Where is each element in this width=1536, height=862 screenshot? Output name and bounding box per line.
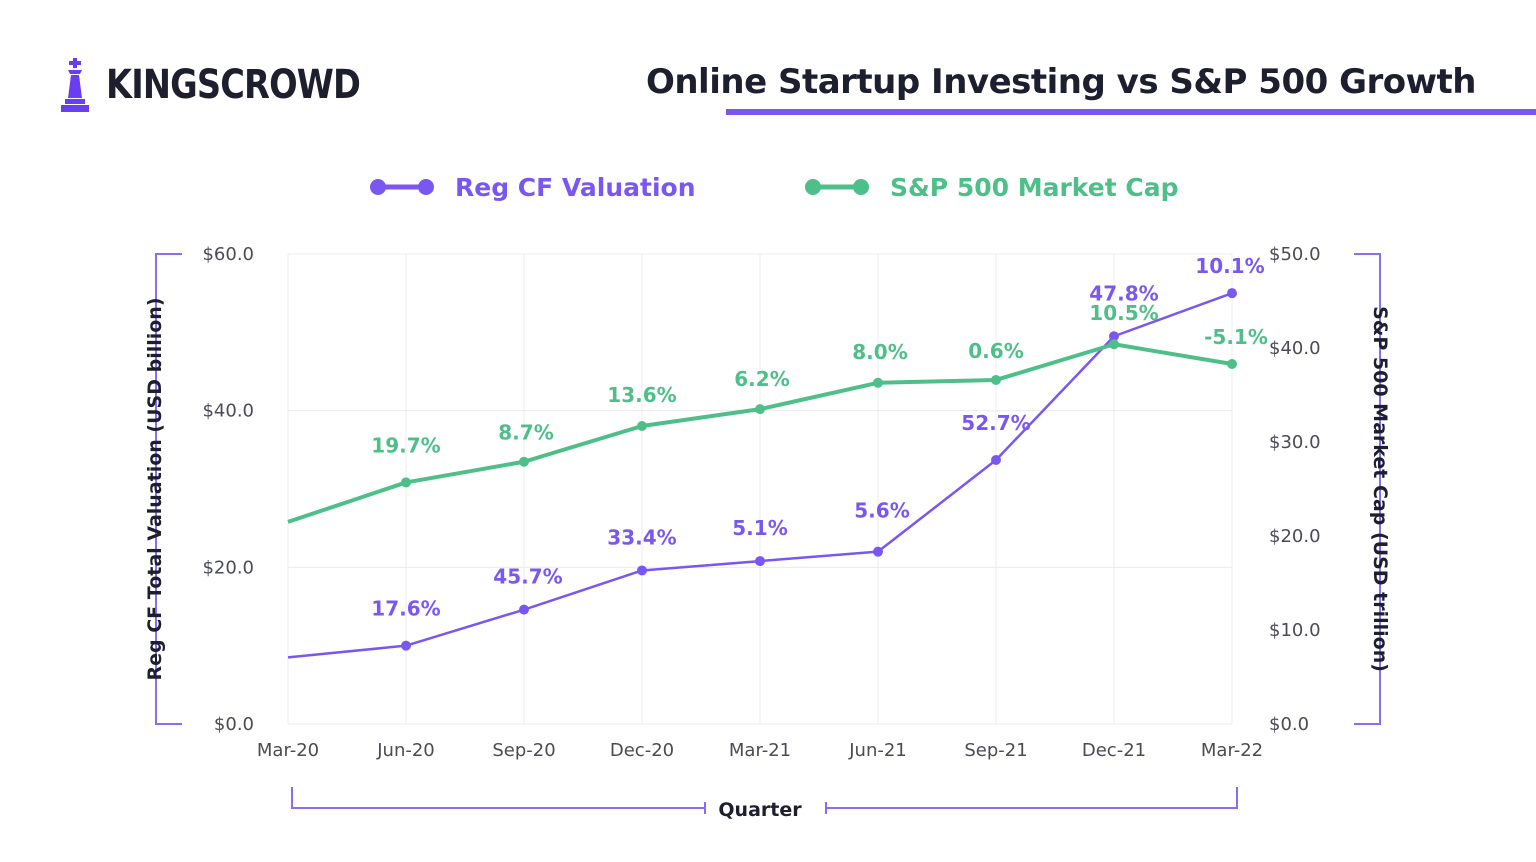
data-label: -5.1% <box>1204 325 1268 349</box>
title-underline <box>726 109 1536 115</box>
data-point <box>755 556 765 567</box>
data-point <box>1227 288 1237 299</box>
y-right-tick-label: $40.0 <box>1269 338 1321 359</box>
y-right-tick-label: $0.0 <box>1269 714 1309 735</box>
data-point <box>637 565 647 576</box>
x-tick-label: Sep-21 <box>964 740 1027 761</box>
legend: Reg CF Valuation S&P 500 Market Cap <box>370 173 1178 202</box>
data-point <box>401 477 411 488</box>
data-label: 33.4% <box>607 525 676 549</box>
y-right-tick-label: $10.0 <box>1269 620 1321 641</box>
x-bracket-left <box>291 787 705 809</box>
x-tick-label: Sep-20 <box>492 740 555 761</box>
series <box>287 288 1237 659</box>
legend-label: Reg CF Valuation <box>455 173 696 202</box>
data-label: 6.2% <box>734 367 789 391</box>
data-point <box>519 604 529 615</box>
data-label: 0.6% <box>968 339 1023 363</box>
data-point <box>873 546 883 557</box>
y-right-axis-title: S&P 500 Market Cap (USD trillion) <box>1369 306 1391 672</box>
y-right-bracket <box>1354 253 1381 725</box>
axis-brackets <box>155 253 1381 814</box>
data-point <box>873 377 883 388</box>
data-label: 13.6% <box>607 383 676 407</box>
legend-label: S&P 500 Market Cap <box>890 173 1178 202</box>
legend-swatch-dot <box>853 179 869 195</box>
data-labels: 17.6% 45.7% 33.4% 5.1% 5.6% 52.7% 47.8% 10.1% 19… <box>371 254 1268 621</box>
data-point <box>991 455 1001 466</box>
x-tick-label: Dec-20 <box>610 740 674 761</box>
data-point <box>1227 358 1237 369</box>
data-point <box>991 374 1001 385</box>
x-tick-label: Mar-22 <box>1201 740 1263 761</box>
y-left-axis-title: Reg CF Total Valuation (USD billion) <box>144 297 166 680</box>
data-point <box>1109 331 1119 342</box>
x-tick-label: Mar-21 <box>729 740 791 761</box>
data-label: 5.6% <box>854 499 909 523</box>
data-label: 52.7% <box>961 411 1030 435</box>
data-label: 8.0% <box>852 340 907 364</box>
legend-swatch-dot <box>805 179 821 195</box>
y-right-tick-label: $50.0 <box>1269 244 1321 265</box>
y-left-tick-label: $40.0 <box>202 401 254 422</box>
data-label: 47.8% <box>1089 281 1158 305</box>
tick-labels: Mar-20 Jun-20 Sep-20 Dec-20 Mar-21 Jun-21 Sep-… <box>144 244 1391 821</box>
data-label: 45.7% <box>493 565 562 589</box>
x-axis-title: Quarter <box>718 799 802 821</box>
chess-king-icon <box>61 58 89 112</box>
data-label: 19.7% <box>371 433 440 457</box>
data-label: 10.1% <box>1195 254 1264 278</box>
data-point <box>637 421 647 432</box>
data-point <box>401 640 411 651</box>
x-tick-label: Jun-20 <box>376 740 435 761</box>
y-left-tick-label: $60.0 <box>202 244 254 265</box>
data-label: 10.5% <box>1089 301 1158 325</box>
legend-swatch-dot <box>418 179 434 195</box>
brand-name: KINGSCROWD <box>106 62 361 108</box>
y-left-tick-label: $20.0 <box>202 557 254 578</box>
data-label: 8.7% <box>498 421 553 445</box>
page-title: Online Startup Investing vs S&P 500 Grow… <box>645 62 1477 102</box>
x-tick-label: Mar-20 <box>257 740 319 761</box>
x-tick-label: Jun-21 <box>848 740 907 761</box>
y-left-tick-label: $0.0 <box>214 714 254 735</box>
x-bracket-right <box>826 787 1238 809</box>
y-left-bracket <box>155 253 182 725</box>
legend-swatch-dot <box>370 179 386 195</box>
y-right-tick-label: $20.0 <box>1269 526 1321 547</box>
y-right-tick-label: $30.0 <box>1269 432 1321 453</box>
grid <box>287 253 1233 725</box>
data-label: 5.1% <box>732 516 787 540</box>
data-point <box>755 404 765 415</box>
data-label: 17.6% <box>371 597 440 621</box>
brand-logo: KINGSCROWD <box>58 58 408 112</box>
data-point <box>519 456 529 467</box>
data-point <box>1109 339 1119 350</box>
x-tick-label: Dec-21 <box>1082 740 1146 761</box>
